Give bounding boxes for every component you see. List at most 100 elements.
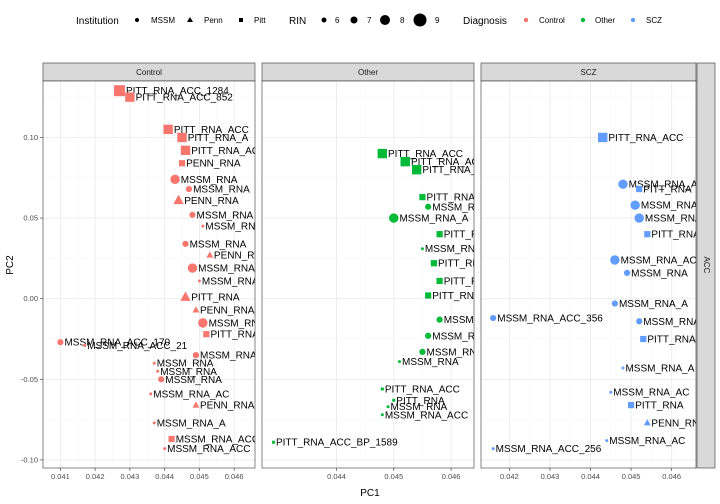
strip-label: Control (136, 68, 162, 77)
data-point-label: PENN_RNA (651, 418, 706, 429)
data-point-triangle (206, 251, 214, 258)
data-point-label: MSSM_RNA (165, 375, 222, 386)
data-point-label: MSSM_RNA_AC (609, 436, 685, 447)
x-tick-label: 0.046 (442, 472, 461, 481)
data-point-label: PENN_RNA (200, 401, 255, 412)
x-tick-label: 0.043 (541, 472, 560, 481)
data-point-triangle (192, 306, 200, 313)
data-point-label: MSSM_RNA (193, 185, 250, 196)
data-point-circle (425, 332, 432, 339)
legend-label-other: Other (595, 16, 615, 25)
panel-other: OtherPITT_RNA_ACCPITT_RNA_ACCPITT_RNA_AP… (261, 62, 502, 481)
data-point-circle (490, 314, 497, 322)
data-point-label: MSSM_RNA (190, 239, 247, 250)
panel-background (481, 81, 696, 468)
data-point-square (377, 148, 388, 159)
facet-strip-right: ACC (696, 62, 716, 469)
data-point-square (125, 92, 135, 102)
data-point-circle (611, 300, 618, 307)
x-tick-label: 0.043 (120, 472, 139, 481)
data-point-circle (197, 279, 201, 283)
data-point-circle (420, 247, 424, 251)
data-point-label: MSSM_RNA_ACC (176, 434, 259, 445)
data-point-circle (491, 447, 495, 451)
x-tick-label: 0.044 (581, 472, 600, 481)
x-tick-label: 0.042 (500, 472, 519, 481)
data-point-square (627, 402, 635, 409)
legend-key-pitt-square (239, 18, 243, 22)
legend-key-rin-7 (350, 16, 358, 24)
legend: Institution MSSM Penn Pitt RIN 6 7 8 9 D… (76, 13, 662, 27)
data-point-label: MSSM_RNA (181, 175, 238, 186)
data-point-label: PITT_RNA_A (422, 165, 483, 176)
panel-scz: SCZ PITT_RNA_ACC MSSM_RNA_A PITT_RNA MSSM_RN… (480, 62, 706, 481)
data-point-label: PITT_RNA_ACC (174, 125, 249, 136)
y-tick-label: -0.10 (21, 455, 38, 464)
data-point-square (430, 260, 437, 267)
data-point-label: MSSM_RNA (425, 244, 482, 255)
data-point-label: PITT_RNA (651, 230, 700, 241)
data-point-label: MSSM_RNA_ACC_170 (64, 338, 170, 349)
data-point-circle (380, 413, 384, 417)
data-point-square (178, 160, 186, 167)
data-point-label: MSSM_RNA_A (399, 214, 468, 225)
data-point-label: PITT_RNA_ACC (427, 193, 502, 204)
data-point-label: MSSM_RNA_ACC_21 (87, 341, 187, 352)
legend-label-rin-8: 8 (400, 16, 405, 25)
data-point-circle (152, 421, 156, 425)
legend-key-other (580, 17, 586, 23)
x-tick-label: 0.046 (662, 472, 681, 481)
panel-background (262, 81, 474, 468)
data-point-label: PITT_RNA_AC (191, 146, 259, 157)
data-point-label: PITT_RNA_ACC (411, 157, 486, 168)
data-point-label: MSSM_RNA (198, 264, 255, 275)
data-point-circle (605, 439, 609, 443)
data-point-circle (398, 360, 402, 364)
y-tick-label: 0.10 (23, 133, 38, 142)
data-point-triangle (192, 401, 200, 408)
data-point-label: MSSM_RNA (202, 276, 259, 287)
x-tick-label: 0.045 (384, 472, 403, 481)
data-point-circle (201, 224, 205, 228)
data-point-circle (163, 447, 167, 451)
legend-key-rin-6 (321, 17, 327, 23)
data-point-label: MSSM_RNA (631, 268, 688, 279)
data-point-label: PITT_RNA_ACC (608, 133, 683, 144)
data-point-label: PITT_RNA_ACC_1284 (126, 86, 229, 97)
data-point-label: MSSM_RNA_AC (153, 389, 229, 400)
data-point-square (425, 292, 432, 299)
legend-label-scz: SCZ (646, 16, 662, 25)
legend-label-control: Control (539, 16, 565, 25)
data-point-circle (83, 343, 87, 347)
x-tick-label: 0.044 (327, 472, 346, 481)
data-point-circle (192, 352, 200, 359)
data-point-label: MSSM_RNA_ACC (167, 444, 250, 455)
data-point-label: MSSM_RNA (391, 402, 448, 413)
data-point-label: PITT_RNA (191, 293, 240, 304)
data-point-label: PITT_RNA (210, 330, 259, 341)
data-point-square (597, 132, 608, 143)
data-point-square (113, 85, 125, 97)
strip-label: SCZ (581, 68, 597, 77)
data-point-label: PITT_RNA (635, 401, 684, 412)
data-point-triangle (173, 194, 184, 205)
data-point-label: MSSM_RNA (160, 367, 217, 378)
data-point-circle (158, 376, 165, 383)
x-tick-label: 0.045 (622, 472, 641, 481)
strip-right-label: ACC (702, 257, 711, 274)
data-point-label: PITT_RNA_A (188, 133, 249, 144)
data-point-circle (57, 339, 64, 346)
data-point-square (412, 164, 422, 175)
x-tick-label: 0.044 (155, 472, 174, 481)
data-point-label: MSSM_RNA_A (625, 364, 694, 375)
panel-border (42, 80, 256, 469)
data-point-label: MSSM_RNA (444, 315, 501, 326)
data-point-label: MSSM_RNA_A (619, 299, 688, 310)
data-point-circle (152, 361, 156, 365)
data-point-circle (436, 316, 443, 323)
data-point-label: PENN_RNA (200, 305, 255, 316)
panel-background (43, 81, 255, 468)
data-point-square (436, 231, 443, 238)
data-point-label: PITT_RNA_ACC (388, 149, 463, 160)
